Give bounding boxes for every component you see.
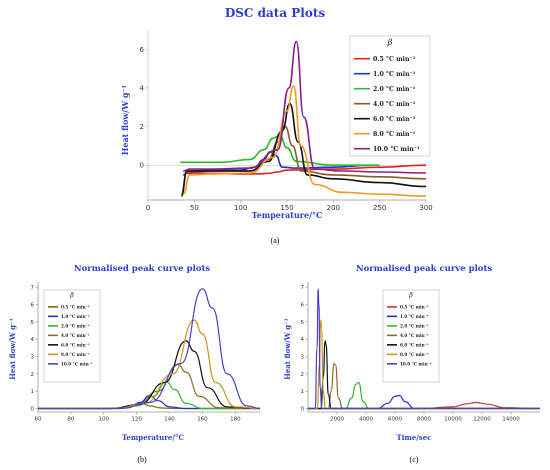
y-tick-label: 5 [301, 320, 305, 326]
legend: β 0.5 °C min⁻¹ 1.0 °C min⁻¹ 2.0 °C min⁻¹ 4.0… [349, 35, 431, 157]
y-tick-label: 5 [31, 320, 35, 326]
y-tick-label: 2 [301, 372, 305, 378]
legend-entry: 2.0 °C min⁻¹ [373, 86, 416, 93]
x-tick-label: 140 [164, 417, 175, 423]
y-tick-label: 7 [31, 285, 35, 291]
x-tick-label: 200 [327, 204, 340, 212]
x-axis-label: Time/sec [397, 433, 432, 442]
y-tick-label: 6 [31, 302, 35, 308]
x-tick-label: 12000 [473, 417, 491, 423]
x-axis-label: Temperature/°C [252, 210, 323, 220]
series-line-7 [183, 40, 427, 174]
x-tick-label: 10000 [444, 417, 462, 423]
x-tick-label: 14000 [502, 417, 520, 423]
legend-entry: 6.0 °C min⁻¹ [400, 342, 429, 347]
x-tick-label: 60 [35, 417, 42, 423]
series-line-1 [186, 164, 427, 175]
legend: β 0.5 °C min⁻¹ 1.0 °C min⁻¹ 2.0 °C min⁻¹ 4.0… [43, 289, 101, 383]
x-tick-label: 4000 [359, 417, 373, 423]
y-tick-label: 2 [140, 123, 144, 131]
x-tick-label: 2000 [330, 417, 344, 423]
series-line-7 [38, 288, 261, 410]
x-tick-label: 300 [419, 204, 432, 212]
legend-entry: 4.0 °C min⁻¹ [373, 101, 416, 108]
y-tick-label: 2 [31, 372, 35, 378]
series-line-5 [180, 102, 427, 197]
y-axis-label: Heat flow/W g⁻¹ [283, 318, 292, 380]
legend-title: β [69, 292, 74, 299]
chart-title: Normalised peak curve plots [74, 264, 211, 274]
legend-entry: 4.0 °C min⁻¹ [400, 333, 429, 338]
y-axis-label: Heat flow/W g⁻¹ [120, 85, 130, 155]
legend-entry: 0.5 °C min⁻¹ [61, 304, 90, 309]
legend-entry: 6.0 °C min⁻¹ [61, 342, 90, 347]
series-line-3 [308, 381, 540, 410]
series-line-6 [182, 85, 427, 197]
legend-entry: 8.0 °C min⁻¹ [373, 131, 416, 138]
legend-entry: 10.0 °C min⁻¹ [373, 146, 420, 153]
legend-entry: 0.5 °C min⁻¹ [373, 56, 416, 63]
x-tick-label: 100 [99, 417, 110, 423]
x-tick-label: 150 [280, 204, 293, 212]
x-tick-label: 250 [373, 204, 386, 212]
x-tick-label: 80 [67, 417, 74, 423]
y-tick-label: 0 [140, 162, 144, 170]
y-tick-label: 6 [301, 302, 305, 308]
legend-entry: 1.0 °C min⁻¹ [400, 314, 429, 319]
panel-label: (b) [137, 455, 147, 464]
legend-entry: 8.0 °C min⁻¹ [400, 352, 429, 357]
chart-title: DSC data Plots [225, 6, 326, 20]
x-tick-label: 160 [197, 417, 208, 423]
x-tick-label: 6000 [388, 417, 402, 423]
x-tick-label: 100 [234, 204, 247, 212]
y-tick-label: 3 [31, 354, 35, 360]
x-tick-label: 8000 [417, 417, 431, 423]
series-line-2 [308, 394, 541, 410]
x-tick-label: 50 [190, 204, 199, 212]
y-tick-label: 4 [140, 84, 145, 92]
y-tick-label: 3 [301, 354, 305, 360]
panel-label: (a) [271, 236, 280, 245]
x-tick-label: 180 [230, 417, 241, 423]
legend-entry: 1.0 °C min⁻¹ [61, 314, 90, 319]
y-tick-label: 7 [301, 285, 305, 291]
legend-entry: 10.0 °C min⁻¹ [400, 361, 432, 366]
y-tick-label: 4 [301, 337, 305, 343]
series-line-3 [180, 134, 380, 166]
legend-entry: 2.0 °C min⁻¹ [61, 323, 90, 328]
y-tick-label: 1 [301, 389, 305, 395]
legend-entry: 0.5 °C min⁻¹ [400, 304, 429, 309]
x-axis-label: Temperature/°C [122, 433, 184, 442]
y-tick-label: 6 [140, 46, 145, 54]
y-tick-label: 4 [31, 337, 35, 343]
y-tick-label: 0 [31, 406, 35, 412]
legend-entry: 2.0 °C min⁻¹ [400, 323, 429, 328]
panel-label: (c) [410, 455, 419, 464]
chart-title: Normalised peak curve plots [356, 264, 493, 274]
legend-entry: 6.0 °C min⁻¹ [373, 116, 416, 123]
series-line-1 [308, 401, 541, 410]
legend-entry: 1.0 °C min⁻¹ [373, 71, 416, 78]
chart-a: DSC data Plots 0 50 100 150 200 250 300 0 2 4 6 Temp… [120, 6, 433, 220]
legend-entry: 8.0 °C min⁻¹ [61, 352, 90, 357]
legend-box [349, 35, 431, 157]
y-tick-label: 0 [301, 406, 305, 412]
legend-title: β [387, 37, 393, 47]
x-tick-label: 0 [146, 204, 150, 212]
y-axis-label: Heat flow/W g⁻¹ [8, 318, 17, 380]
y-tick-label: 1 [31, 389, 35, 395]
x-tick-label: 120 [131, 417, 142, 423]
series-line-7 [308, 288, 540, 410]
chart-c: Normalised peak curve plots 2000 4000 6000 8… [283, 264, 541, 442]
legend: β 0.5 °C min⁻¹ 1.0 °C min⁻¹ 2.0 °C min⁻¹ 4.0… [382, 289, 440, 383]
legend-entry: 4.0 °C min⁻¹ [61, 333, 90, 338]
legend-entry: 10.0 °C min⁻¹ [61, 361, 93, 366]
legend-title: β [408, 292, 413, 299]
